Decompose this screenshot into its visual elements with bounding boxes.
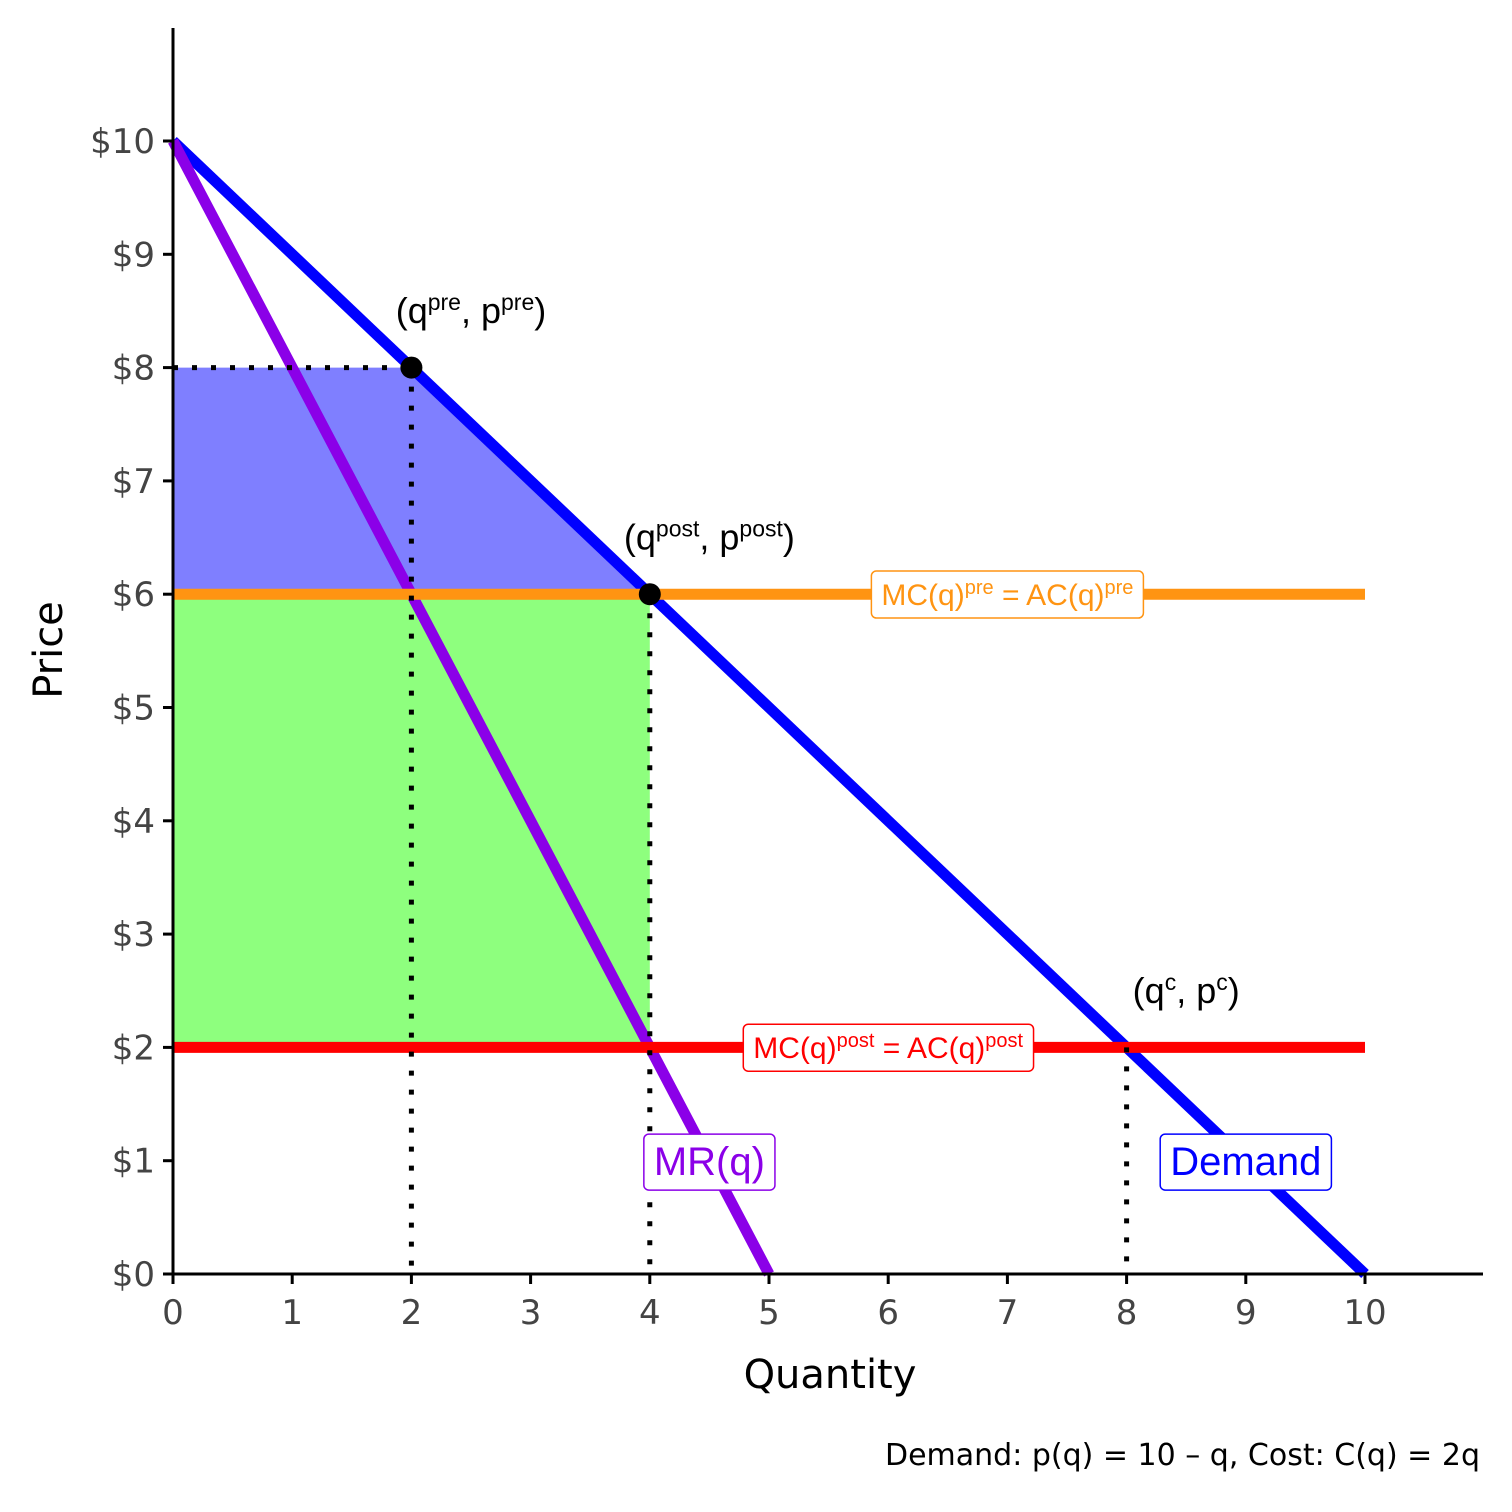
chart-caption: Demand: p(q) = 10 – q, Cost: C(q) = 2q [885, 1438, 1480, 1473]
series-label-box-0 [870, 570, 1145, 619]
x-tick-label-4: 4 [639, 1293, 661, 1333]
equilibrium-point-1 [638, 583, 661, 606]
series-label-box-3 [1159, 1133, 1333, 1191]
x-tick-label-9: 9 [1235, 1293, 1257, 1333]
y-tick-label-1: $1 [112, 1142, 155, 1182]
series-label-text-3: Demand [1170, 1140, 1321, 1184]
x-tick-label-8: 8 [1116, 1293, 1138, 1333]
series-label-2: MR(q) [643, 1133, 776, 1191]
equilibrium-point-0 [400, 356, 423, 379]
series-label-box-2 [643, 1133, 776, 1191]
y-tick-label-0: $0 [112, 1255, 155, 1295]
y-axis-title: Price [26, 601, 72, 699]
x-tick-label-2: 2 [401, 1293, 423, 1333]
series-label-box-1 [742, 1023, 1035, 1072]
y-tick-label-5: $5 [112, 689, 155, 729]
x-axis-title: Quantity [744, 1352, 917, 1398]
y-tick-label-9: $9 [112, 235, 155, 275]
y-tick-label-3: $3 [112, 915, 155, 955]
series-label-1: MC(q)post = AC(q)post [742, 1023, 1035, 1072]
x-tick-label-1: 1 [281, 1293, 303, 1333]
x-tick-label-3: 3 [520, 1293, 542, 1333]
series-label-text-0: MC(q)pre = AC(q)pre [881, 577, 1133, 612]
y-tick-label-10: $10 [90, 122, 155, 162]
x-tick-label-10: 10 [1343, 1293, 1386, 1333]
series-label-0: MC(q)pre = AC(q)pre [870, 570, 1145, 619]
series-label-text-1: MC(q)post = AC(q)post [753, 1030, 1023, 1065]
y-tick-label-6: $6 [112, 575, 155, 615]
x-tick-label-0: 0 [162, 1293, 184, 1333]
y-tick-label-7: $7 [112, 462, 155, 502]
y-tick-label-8: $8 [112, 349, 155, 389]
series-line-1 [168, 138, 774, 1277]
series-label-3: Demand [1159, 1133, 1333, 1191]
shaded-region-0 [173, 367, 650, 595]
series-line-0 [169, 137, 1369, 1278]
x-tick-label-5: 5 [758, 1293, 780, 1333]
point-label-1: (qpost, ppost) [624, 516, 795, 558]
series-label-text-2: MR(q) [654, 1140, 765, 1184]
y-tick-label-2: $2 [112, 1028, 155, 1068]
shaded-region-1 [173, 594, 650, 1048]
x-tick-label-7: 7 [997, 1293, 1019, 1333]
point-label-0: (qpre, ppre) [396, 289, 547, 331]
y-tick-label-4: $4 [112, 802, 155, 842]
point-label-2: (qc, pc) [1133, 969, 1240, 1011]
x-tick-label-6: 6 [877, 1293, 899, 1333]
